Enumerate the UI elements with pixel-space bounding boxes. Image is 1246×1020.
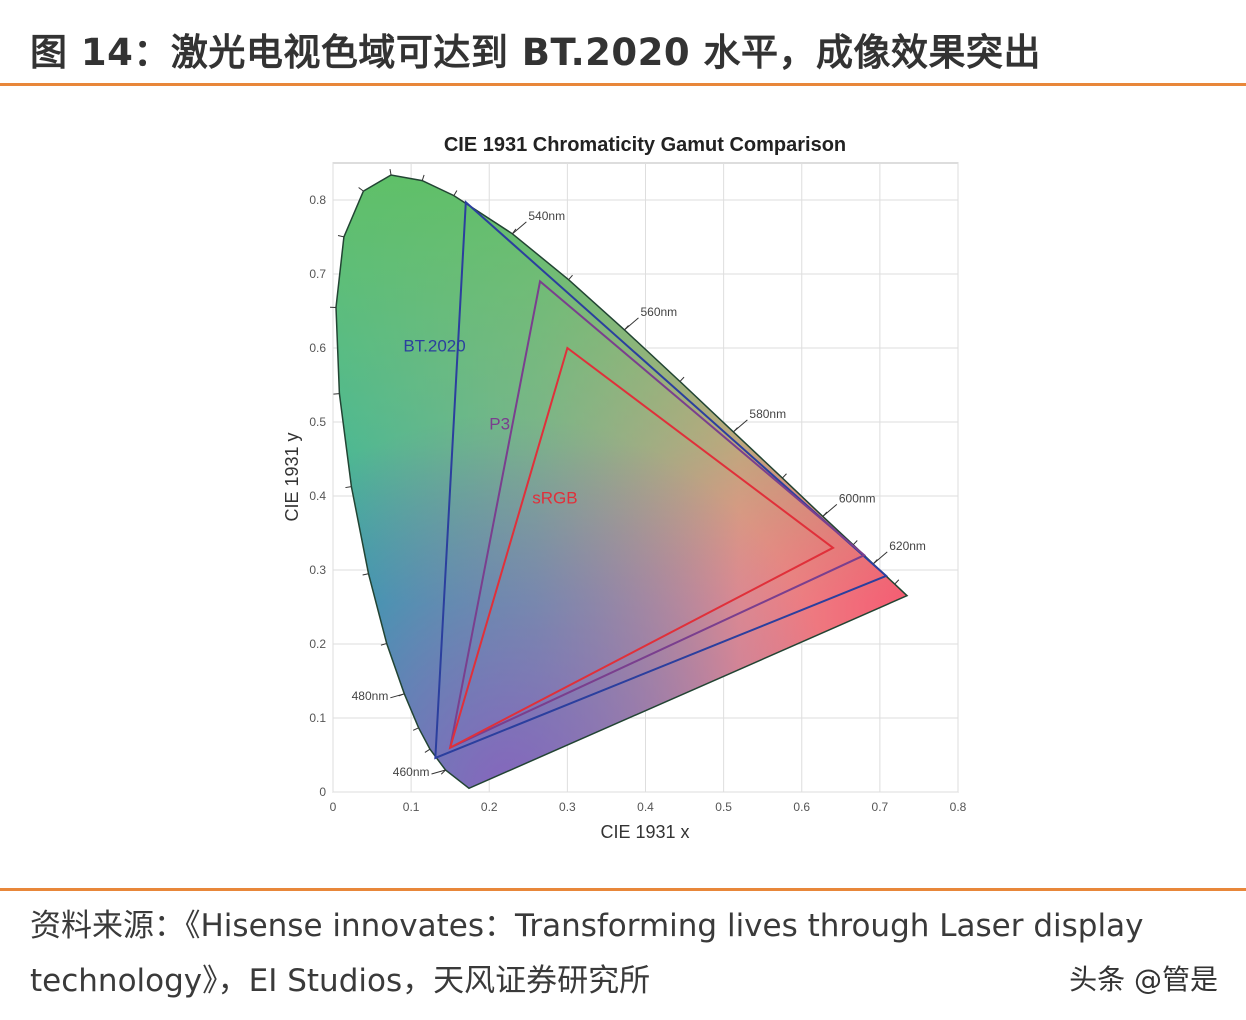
chart-title: CIE 1931 Chromaticity Gamut Comparison <box>444 134 846 156</box>
top-divider <box>0 83 1246 86</box>
y-tick-label: 0.3 <box>309 563 326 577</box>
locus-tick <box>679 376 685 382</box>
wavelength-tick <box>390 693 405 699</box>
y-tick-label: 0.2 <box>309 637 326 651</box>
source-line-2: technology》，EI Studios，天风证券研究所 <box>30 963 651 999</box>
x-tick-label: 0 <box>330 800 337 814</box>
source-line-1: 资料来源：《Hisense innovates：Transforming liv… <box>30 908 1144 944</box>
locus-tick <box>894 579 900 585</box>
x-tick-label: 0.3 <box>559 800 576 814</box>
wavelength-label: 580nm <box>749 407 786 421</box>
x-tick-label: 0.4 <box>637 800 654 814</box>
x-tick-label: 0.7 <box>872 800 889 814</box>
wavelength-tick <box>872 551 888 565</box>
y-tick-label: 0.4 <box>309 489 326 503</box>
locus-tick <box>389 168 392 176</box>
y-tick-label: 0.8 <box>309 193 326 207</box>
locus-tick <box>333 393 340 395</box>
locus-tick <box>782 473 787 479</box>
locus-tick <box>852 540 858 546</box>
x-axis-label: CIE 1931 x <box>600 822 689 842</box>
locus-fill <box>336 175 907 789</box>
wavelength-label: 480nm <box>352 689 389 703</box>
locus-tick <box>380 643 387 646</box>
wavelength-label: 460nm <box>393 765 430 779</box>
locus-tick <box>412 727 419 731</box>
locus-tick <box>421 174 425 181</box>
locus-tick <box>362 573 369 576</box>
wavelength-label: 560nm <box>640 305 677 319</box>
locus-tick <box>345 486 352 489</box>
wavelength-tick <box>822 503 838 517</box>
gamut-triangle-srgb <box>448 346 835 750</box>
gamut-triangle-p3 <box>448 279 867 750</box>
wavelength-tick <box>624 317 639 331</box>
locus-tick <box>568 274 573 281</box>
wavelength-label: 600nm <box>839 491 876 505</box>
wavelength-tick <box>431 769 446 775</box>
watermark: 头条 @管是 <box>1069 963 1218 996</box>
bottom-divider <box>0 888 1246 891</box>
x-tick-label: 0.8 <box>950 800 967 814</box>
wavelength-label: 540nm <box>528 209 565 223</box>
gamut-label-bt2020: BT.2020 <box>403 337 465 356</box>
y-tick-label: 0 <box>319 785 326 799</box>
locus-tick <box>358 187 364 192</box>
x-tick-label: 0.1 <box>403 800 420 814</box>
wavelength-label: 620nm <box>889 539 926 553</box>
y-tick-label: 0.5 <box>309 415 326 429</box>
gamut-label-srgb: sRGB <box>532 488 577 507</box>
x-tick-label: 0.5 <box>715 800 732 814</box>
y-tick-label: 0.6 <box>309 341 326 355</box>
y-tick-label: 0.1 <box>309 711 326 725</box>
gamut-triangle-bt2020 <box>434 200 888 760</box>
x-tick-label: 0.6 <box>793 800 810 814</box>
gamut-label-p3: P3 <box>489 414 510 433</box>
locus-tick <box>337 234 344 238</box>
locus-tick <box>424 748 431 753</box>
locus-tick <box>453 190 458 196</box>
y-axis-label: CIE 1931 y <box>282 432 302 521</box>
wavelength-tick <box>512 221 527 235</box>
x-tick-label: 0.2 <box>481 800 498 814</box>
y-tick-label: 0.7 <box>309 267 326 281</box>
wavelength-tick <box>733 419 748 433</box>
figure-title: 图 14：激光电视色域可达到 BT.2020 水平，成像效果突出 <box>30 31 1041 74</box>
